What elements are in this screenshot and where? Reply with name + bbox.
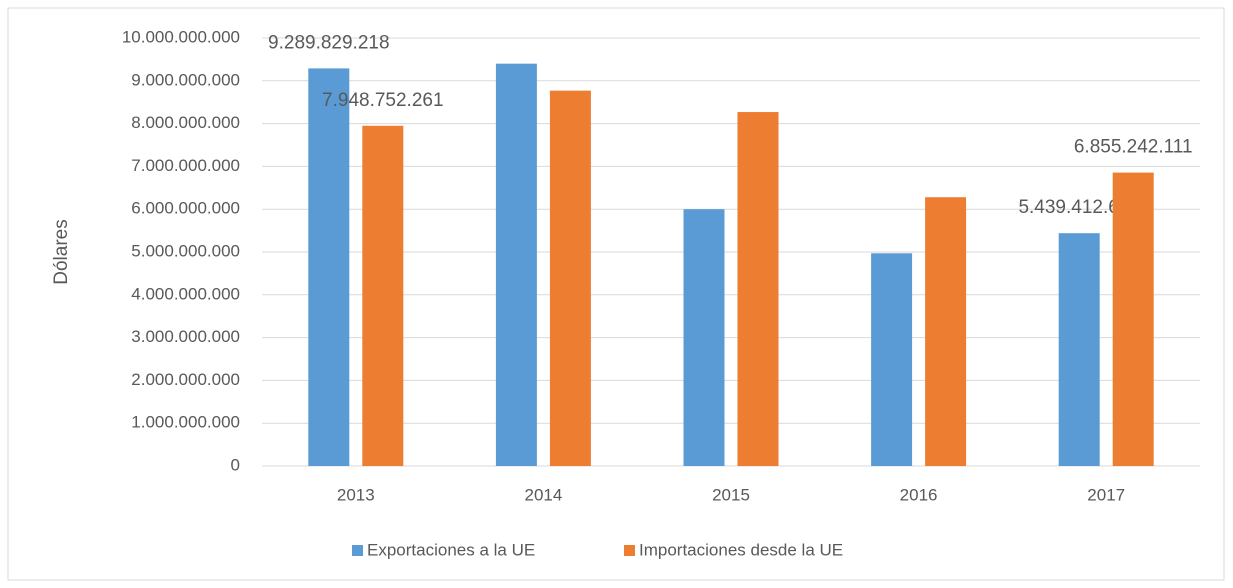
bar <box>362 125 404 467</box>
bar <box>495 63 537 467</box>
bar <box>1112 172 1154 466</box>
y-tick-label: 2.000.000.000 <box>131 370 240 389</box>
data-label: 6.855.242.111 <box>1074 137 1193 158</box>
data-label: 5.439.412.631 <box>1018 197 1140 218</box>
y-tick-label: 8.000.000.000 <box>131 113 240 132</box>
x-tick-label: 2017 <box>1087 485 1125 504</box>
x-tick-label: 2013 <box>337 485 375 504</box>
y-tick-label: 1.000.000.000 <box>131 413 240 432</box>
y-tick-label: 3.000.000.000 <box>131 327 240 346</box>
bar <box>549 90 591 467</box>
bar <box>871 253 913 466</box>
data-label: 7.948.752.261 <box>322 90 444 111</box>
y-tick-label: 6.000.000.000 <box>131 199 240 218</box>
y-tick-label: 10.000.000.000 <box>122 27 240 46</box>
x-tick-label: 2016 <box>900 485 938 504</box>
y-tick-label: 4.000.000.000 <box>131 284 240 303</box>
x-tick-label: 2015 <box>712 485 750 504</box>
legend-label: Exportaciones a la UE <box>367 540 535 559</box>
bar <box>1058 233 1100 466</box>
legend-swatch <box>352 545 363 556</box>
bar <box>308 68 350 466</box>
y-tick-label: 5.000.000.000 <box>131 241 240 260</box>
y-tick-label: 0 <box>231 455 240 474</box>
legend-label: Importaciones desde la UE <box>639 540 843 559</box>
y-tick-label: 7.000.000.000 <box>131 156 240 175</box>
bar <box>925 197 967 466</box>
y-tick-label: 9.000.000.000 <box>131 70 240 89</box>
x-tick-label: 2014 <box>524 485 562 504</box>
bar <box>737 112 779 466</box>
chart-frame <box>7 7 1225 581</box>
bar <box>683 209 725 466</box>
data-label: 9.289.829.218 <box>268 32 390 53</box>
y-axis-label: Dólares <box>51 219 72 284</box>
legend-swatch <box>624 545 635 556</box>
